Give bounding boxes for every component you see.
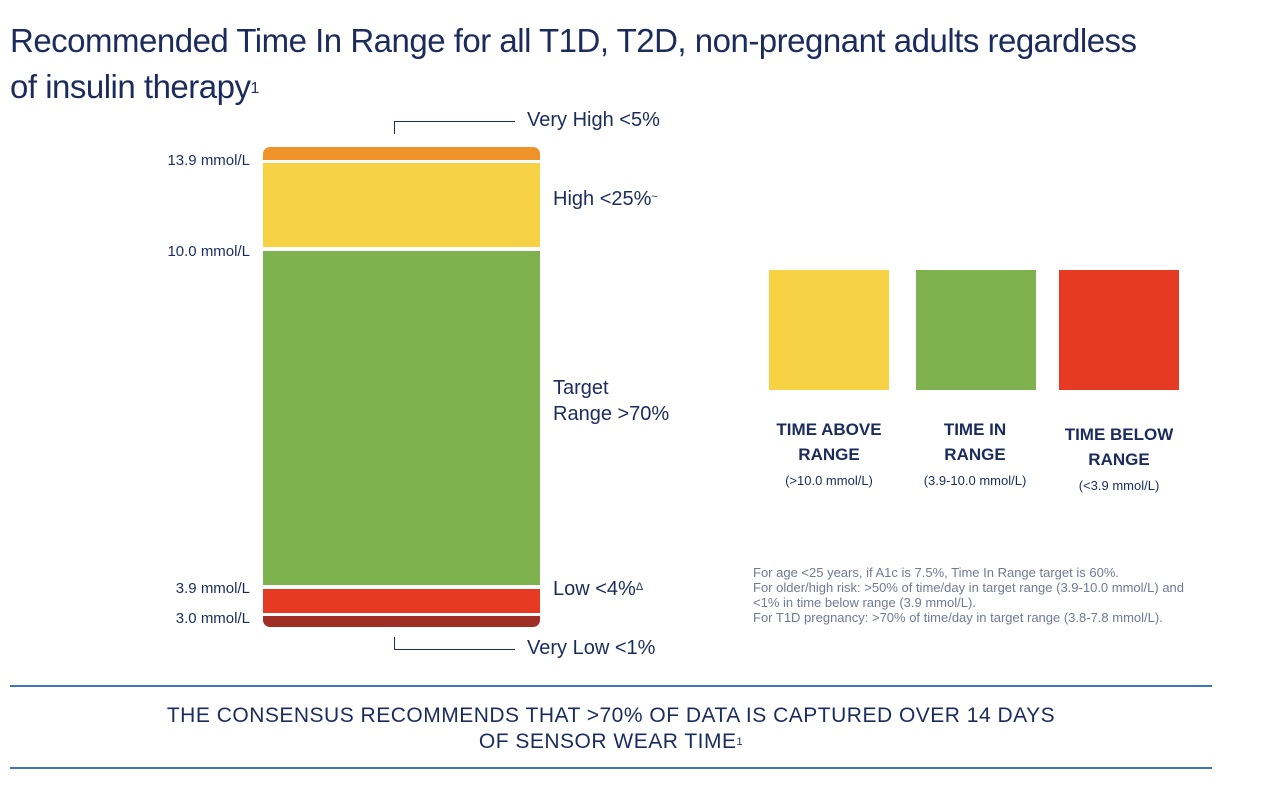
- legend-sub-above: (>10.0 mmol/L): [785, 473, 873, 488]
- footnote: For T1D pregnancy: >70% of time/day in t…: [753, 610, 1163, 625]
- legend-label-above-line-1: TIME ABOVE: [776, 420, 882, 439]
- bar-segment-very-low: [263, 616, 540, 627]
- threshold-label: 10.0 mmol/L: [167, 243, 250, 260]
- divider-top: [10, 685, 1212, 687]
- banner-superscript: 1: [736, 736, 744, 748]
- zone-label-target-line-1: Target: [553, 377, 609, 399]
- page-title: Recommended Time In Range for all T1D, T…: [10, 18, 1210, 110]
- legend-label-in-line-1: TIME IN: [943, 420, 1007, 439]
- banner-line-1: THE CONSENSUS RECOMMENDS THAT >70% OF DA…: [166, 704, 1056, 727]
- footnotes: For age <25 years, if A1c is 7.5%, Time …: [753, 565, 1253, 625]
- zone-label-low: Low <4%Δ: [553, 578, 644, 600]
- footnote: For age <25 years, if A1c is 7.5%, Time …: [753, 565, 1119, 580]
- very-low-bracket: [394, 637, 515, 650]
- zone-label-target: Target Range >70%: [553, 375, 669, 427]
- legend-label-in-line-2: RANGE: [944, 445, 1006, 464]
- legend-swatch-in: [916, 270, 1036, 390]
- very-high-bracket: [394, 121, 515, 134]
- legend-label-below-line-1: TIME BELOW: [1064, 425, 1174, 444]
- legend-label-above-line-2: RANGE: [798, 445, 860, 464]
- bar-segment-very-high: [263, 147, 540, 160]
- legend-sub-in: (3.9-10.0 mmol/L): [923, 473, 1027, 488]
- high-footnote-mark: ~: [651, 191, 658, 203]
- legend-label-below: TIME BELOW RANGE: [1044, 422, 1194, 472]
- title-line-1: Recommended Time In Range for all T1D, T…: [10, 22, 1137, 59]
- legend-swatch-below: [1059, 270, 1179, 390]
- threshold-label: 3.0 mmol/L: [175, 610, 250, 627]
- banner-line-2: OF SENSOR WEAR TIME1: [478, 730, 744, 753]
- bar-segment-target: [263, 251, 540, 585]
- low-footnote-mark: Δ: [635, 581, 644, 593]
- footnote: For older/high risk: >50% of time/day in…: [753, 580, 1185, 610]
- zone-label-high: High <25%~: [553, 188, 658, 210]
- legend-label-below-line-2: RANGE: [1088, 450, 1150, 469]
- zone-label-very-low: Very Low <1%: [527, 637, 656, 659]
- threshold-label: 3.9 mmol/L: [175, 580, 250, 597]
- bar-segment-high: [263, 163, 540, 247]
- zone-label-very-high: Very High <5%: [527, 109, 660, 131]
- legend-label-in: TIME IN RANGE: [900, 417, 1050, 467]
- consensus-banner: THE CONSENSUS RECOMMENDS THAT >70% OF DA…: [10, 703, 1212, 755]
- zone-label-target-line-2: Range >70%: [553, 403, 670, 425]
- legend-sub-below: (<3.9 mmol/L): [1078, 478, 1160, 493]
- legend-label-above: TIME ABOVE RANGE: [754, 417, 904, 467]
- title-line-2: of insulin therapy1: [10, 68, 259, 105]
- title-superscript: 1: [250, 80, 259, 97]
- bar-segment-low: [263, 589, 540, 613]
- threshold-label: 13.9 mmol/L: [167, 152, 250, 169]
- legend-swatch-above: [769, 270, 889, 390]
- divider-bottom: [10, 767, 1212, 769]
